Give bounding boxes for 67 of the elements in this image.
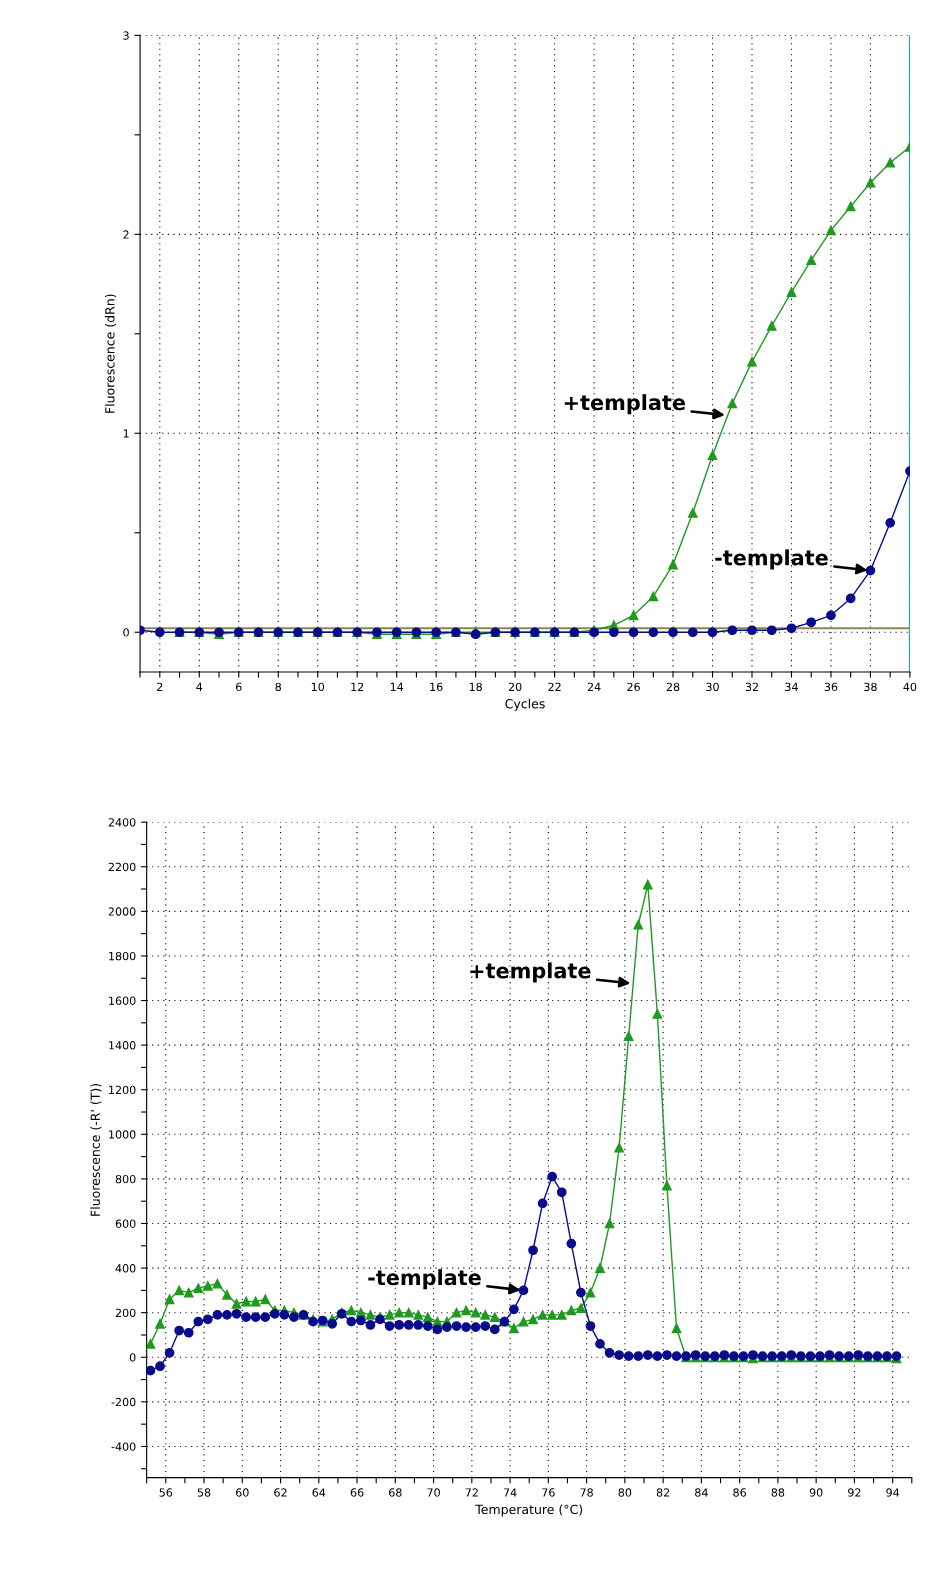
x-tick-label: 12	[351, 682, 364, 691]
x-tick-label: 8	[275, 682, 282, 692]
x-tick-label: 32	[745, 682, 758, 692]
x-tick-label: 58	[197, 1488, 211, 1497]
x-tick-label: 22	[548, 682, 561, 691]
y-tick-label: 400	[115, 1264, 136, 1273]
x-axis-title: Temperature (°C)	[475, 1504, 583, 1517]
y-tick-label: 2400	[108, 818, 136, 827]
x-tick-label: 84	[695, 1488, 708, 1497]
y-tick-label: 200	[115, 1308, 136, 1318]
y-tick-label: 1800	[109, 951, 136, 961]
y-tick-label: 1000	[109, 1130, 136, 1139]
x-tick-label: 62	[274, 1488, 287, 1497]
x-tick-label: 36	[824, 682, 838, 692]
x-axis-title: Cycles	[505, 698, 545, 711]
x-tick-label: 40	[903, 682, 917, 692]
y-tick-label: 2	[123, 230, 129, 239]
y-tick-label: 1400	[109, 1041, 136, 1050]
x-tick-label: 28	[666, 682, 680, 692]
x-tick-label: 16	[430, 682, 443, 692]
x-tick-label: 2	[157, 682, 163, 691]
y-tick-label: 1	[123, 429, 129, 438]
x-tick-label: 70	[427, 1488, 440, 1497]
y-tick-label: 0	[123, 628, 129, 637]
x-tick-label: 34	[785, 682, 798, 692]
x-tick-label: 26	[627, 682, 640, 692]
y-tick-label: 3	[123, 31, 129, 40]
y-tick-label: 2200	[108, 862, 136, 872]
x-tick-label: 66	[350, 1488, 364, 1497]
y-tick-label: 1200	[109, 1085, 136, 1095]
y-tick-label: -400	[111, 1442, 136, 1451]
y-tick-label: -200	[111, 1397, 136, 1407]
x-tick-label: 92	[848, 1488, 861, 1497]
annotation: -template	[368, 1269, 481, 1290]
x-tick-label: 20	[508, 682, 522, 692]
x-tick-label: 18	[469, 682, 482, 692]
x-tick-label: 6	[236, 682, 242, 692]
x-tick-label: 72	[465, 1488, 478, 1497]
annotation: +template	[470, 962, 591, 983]
y-tick-label: 1600	[109, 996, 136, 1005]
x-tick-label: 68	[389, 1488, 402, 1497]
x-tick-label: 78	[580, 1488, 593, 1497]
x-tick-label: 56	[159, 1488, 173, 1497]
x-tick-label: 24	[587, 682, 601, 691]
x-tick-label: 60	[235, 1488, 249, 1497]
x-tick-label: 30	[706, 682, 719, 692]
x-tick-label: 90	[809, 1488, 823, 1497]
x-tick-label: 94	[886, 1488, 900, 1497]
x-tick-label: 64	[312, 1488, 326, 1497]
y-axis-title: Fluorescence (-R' (T))	[90, 1083, 102, 1216]
x-tick-label: 76	[542, 1488, 555, 1497]
x-tick-label: 88	[771, 1488, 785, 1497]
y-tick-label: 800	[115, 1174, 136, 1184]
y-tick-label: 2000	[108, 907, 136, 916]
annotation: -template	[715, 549, 828, 570]
y-tick-label: 600	[115, 1219, 136, 1228]
x-tick-label: 82	[656, 1488, 670, 1497]
x-tick-label: 38	[864, 682, 877, 692]
y-axis-title: Fluorescence (dRn)	[104, 294, 117, 413]
annotation: +template	[564, 394, 686, 415]
x-tick-label: 80	[618, 1488, 632, 1497]
x-tick-label: 4	[196, 682, 203, 691]
x-tick-label: 10	[311, 682, 325, 692]
y-tick-label: 0	[129, 1353, 136, 1362]
x-tick-label: 14	[390, 682, 404, 691]
x-tick-label: 86	[733, 1488, 747, 1497]
x-tick-label: 74	[503, 1488, 517, 1497]
